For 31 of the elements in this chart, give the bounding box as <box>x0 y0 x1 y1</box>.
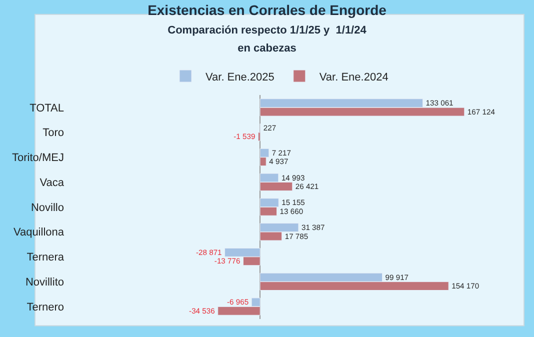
data-label: 4 937 <box>269 157 288 166</box>
y-tick-label: Novillito <box>25 276 64 289</box>
data-label: 15 155 <box>282 198 305 208</box>
data-label: 14 993 <box>281 173 305 182</box>
data-label: 227 <box>263 124 276 133</box>
y-tick-label: TOTAL <box>30 102 64 114</box>
y-tick-label: Ternero <box>26 301 64 314</box>
data-label: 99 917 <box>385 272 409 282</box>
y-tick-label: Novillo <box>30 202 64 214</box>
data-label: 26 421 <box>295 182 319 192</box>
chart-subtitle: Comparación respecto 1/1/25 y 1/1/24 en cabezas <box>168 24 368 55</box>
data-label: 31 387 <box>301 223 325 232</box>
y-tick-label: Toro <box>42 127 64 140</box>
data-label: 154 170 <box>452 282 480 291</box>
y-tick-label: Ternera <box>26 252 65 264</box>
data-label: 13 660 <box>280 206 304 216</box>
data-label: -34 536 <box>189 306 215 316</box>
y-tick-label: Torito/MEJ <box>12 152 64 164</box>
data-label: -13 776 <box>214 256 240 266</box>
legend-label: Var. Ene.2024 <box>319 71 388 84</box>
data-label: -1 539 <box>234 132 256 142</box>
data-label: 7 217 <box>272 148 291 158</box>
y-tick-label: Vaquillona <box>13 226 65 239</box>
chart-title: Existencias en Corrales de Engorde <box>148 2 387 18</box>
y-tick-label: Vaca <box>40 176 65 189</box>
data-label: 133 061 <box>426 98 454 108</box>
data-label: -28 871 <box>196 248 222 257</box>
legend-label: Var. Ene.2025 <box>206 71 274 84</box>
data-label: 167 124 <box>467 107 496 116</box>
data-label: -6 965 <box>226 298 249 307</box>
data-label: 17 785 <box>284 232 308 241</box>
